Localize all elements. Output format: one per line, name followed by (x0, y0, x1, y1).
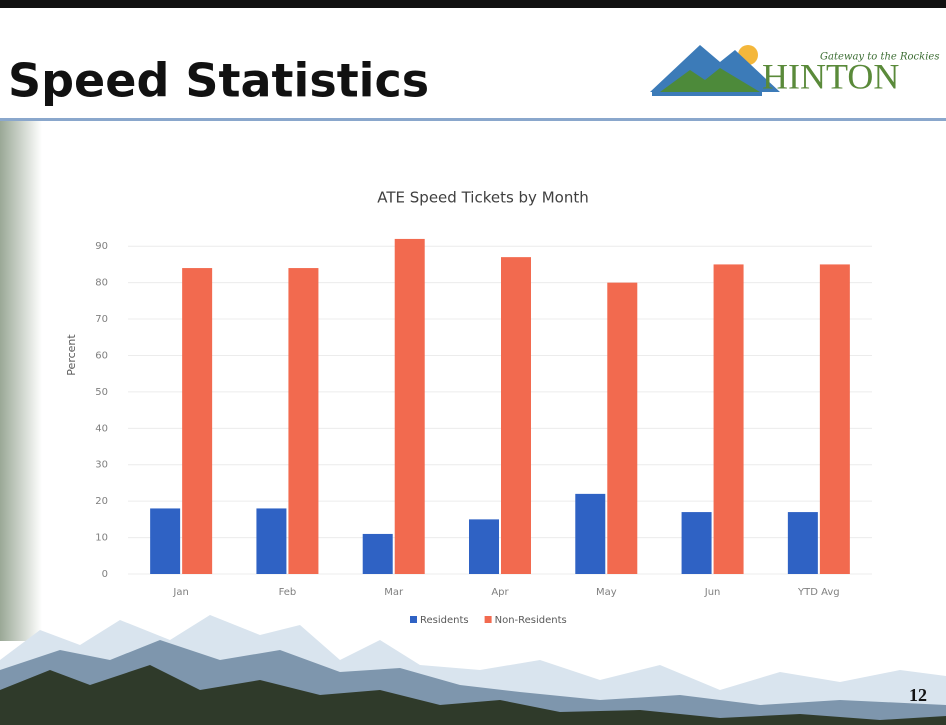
bar (395, 239, 425, 574)
logo-name: HINTON (762, 56, 899, 96)
side-band (0, 121, 42, 641)
x-tick-label: Mar (384, 587, 404, 598)
slide: Speed Statistics Gateway to the Rockies … (0, 0, 946, 725)
bar (501, 257, 531, 574)
y-tick-label: 60 (95, 350, 108, 361)
legend-swatch (410, 616, 417, 623)
bar (363, 534, 393, 574)
background (0, 0, 946, 725)
bar (469, 519, 499, 574)
legend-swatch (485, 616, 492, 623)
bar (288, 268, 318, 574)
slide-title: Speed Statistics (8, 54, 429, 108)
bar (150, 508, 180, 574)
bar (788, 512, 818, 574)
y-tick-label: 50 (95, 387, 108, 398)
legend-label: Residents (420, 615, 469, 626)
bar (682, 512, 712, 574)
top-border (0, 0, 946, 8)
x-tick-label: Apr (491, 587, 509, 598)
y-tick-label: 40 (95, 423, 108, 434)
bar (575, 494, 605, 574)
x-tick-label: Jun (704, 587, 721, 598)
page-number: 12 (909, 685, 927, 705)
y-axis-label: Percent (65, 334, 78, 376)
y-tick-label: 90 (95, 241, 108, 252)
y-tick-label: 80 (95, 278, 108, 289)
legend-label: Non-Residents (495, 615, 567, 626)
bar (182, 268, 212, 574)
x-tick-label: May (596, 587, 617, 598)
bar (714, 264, 744, 574)
y-tick-label: 30 (95, 460, 108, 471)
y-tick-label: 20 (95, 496, 108, 507)
header-rule (0, 118, 946, 121)
x-tick-label: Feb (279, 587, 297, 598)
y-tick-label: 10 (95, 533, 108, 544)
chart: Speed Statistics Gateway to the Rockies … (0, 0, 946, 725)
x-tick-label: Jan (172, 587, 188, 598)
x-tick-label: YTD Avg (797, 587, 840, 598)
y-tick-label: 70 (95, 314, 108, 325)
bar (256, 508, 286, 574)
bar (607, 283, 637, 574)
chart-title: ATE Speed Tickets by Month (377, 189, 588, 207)
y-tick-label: 0 (102, 569, 108, 580)
bar (820, 264, 850, 574)
